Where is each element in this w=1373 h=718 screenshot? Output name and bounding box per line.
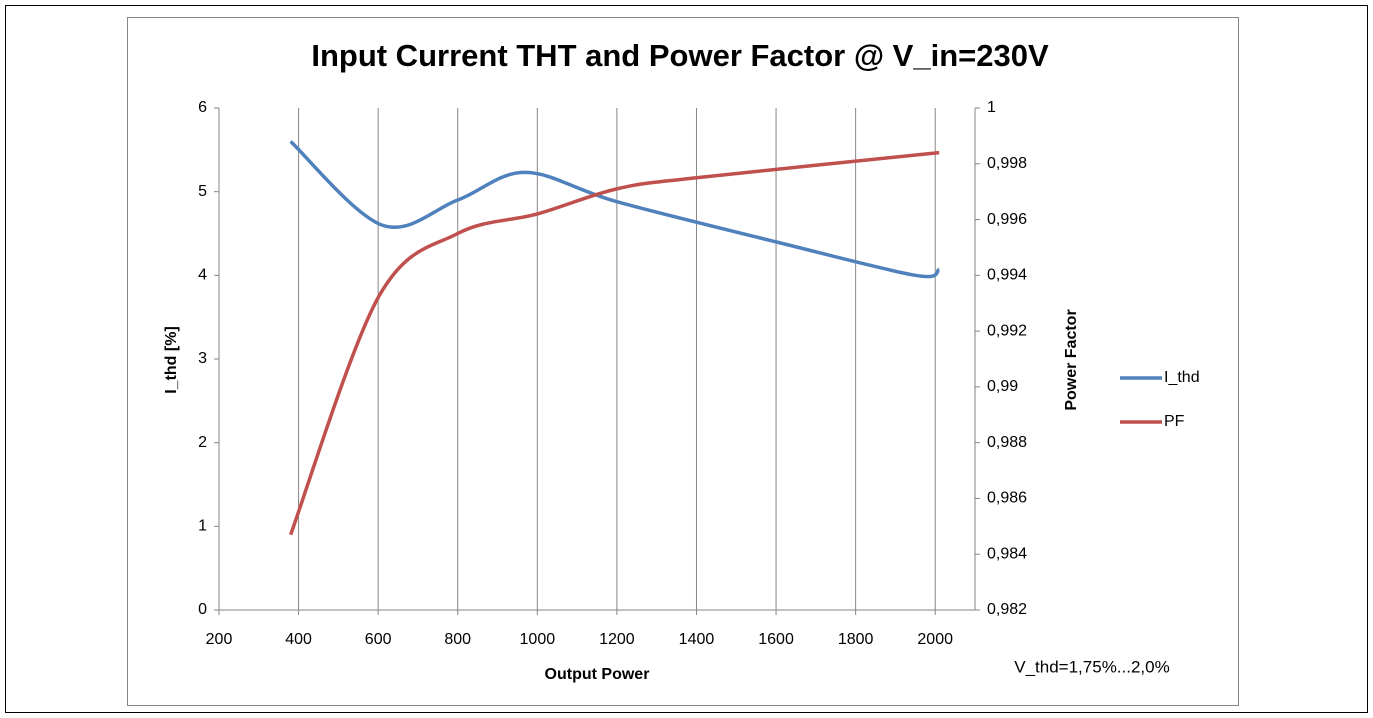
x-tick-label: 1200 <box>599 631 635 648</box>
y2-tick-label: 0,996 <box>987 211 1027 228</box>
x-tick-label: 1600 <box>758 631 794 648</box>
legend-label: PF <box>1164 413 1185 430</box>
y2-tick-label: 1 <box>987 99 996 116</box>
y-tick-label: 6 <box>198 99 207 116</box>
x-tick-label: 1000 <box>520 631 556 648</box>
y-tick-label: 4 <box>198 267 207 284</box>
y-tick-label: 0 <box>198 601 207 618</box>
x-tick-label: 400 <box>285 631 312 648</box>
x-tick-label: 1800 <box>838 631 874 648</box>
chart-title: Input Current THT and Power Factor @ V_i… <box>311 38 1049 73</box>
y2-tick-label: 0,994 <box>987 267 1027 284</box>
data-line <box>289 140 941 279</box>
x-tick-label: 600 <box>365 631 392 648</box>
x-tick-label: 2000 <box>917 631 953 648</box>
y2-tick-label: 0,984 <box>987 545 1027 562</box>
y-axis-title: I_thd [%] <box>163 326 180 394</box>
legend-label: I_thd <box>1164 369 1200 386</box>
y2-axis-title: Power Factor <box>1063 309 1080 410</box>
x-tick-label: 1400 <box>679 631 715 648</box>
y2-tick-label: 0,992 <box>987 322 1027 339</box>
data-line <box>288 150 940 536</box>
chart-frame <box>127 17 1239 706</box>
x-tick-label: 200 <box>206 631 233 648</box>
x-tick-label: 800 <box>444 631 471 648</box>
x-axis-title: Output Power <box>545 666 650 683</box>
y-tick-label: 2 <box>198 434 207 451</box>
y2-tick-label: 0,99 <box>987 378 1018 395</box>
annotation: V_thd=1,75%...2,0% <box>1014 657 1169 676</box>
y-tick-label: 3 <box>198 350 207 367</box>
y-tick-label: 1 <box>198 518 207 535</box>
y2-tick-label: 0,982 <box>987 601 1027 618</box>
y2-tick-label: 0,998 <box>987 155 1027 172</box>
y2-tick-label: 0,986 <box>987 490 1027 507</box>
y2-tick-label: 0,988 <box>987 434 1027 451</box>
y-tick-label: 5 <box>198 183 207 200</box>
